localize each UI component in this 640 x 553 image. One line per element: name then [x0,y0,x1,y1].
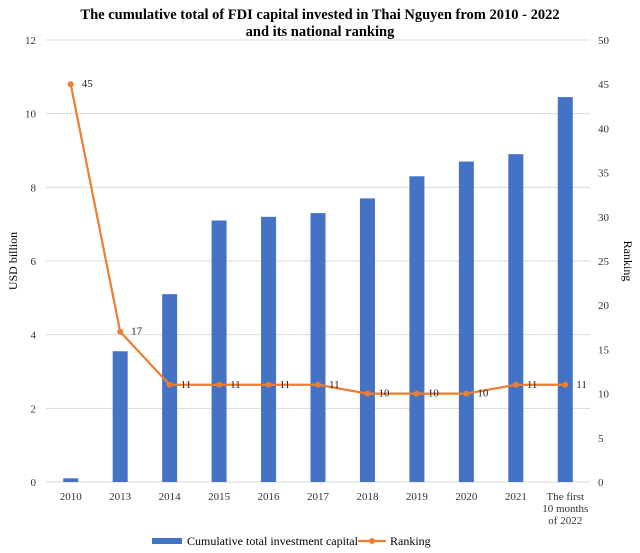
axes: 0 2 4 6 8 10 12 0 5 10 15 20 25 30 35 40 45 50 USD billion… [6,35,635,527]
x-tick-label: 2017 [307,491,330,503]
y-axis-label: USD billion [6,232,20,290]
y-tick-label: 8 [31,182,37,194]
bar [112,351,128,482]
bar [508,154,524,482]
ranking-data-label: 45 [82,78,94,90]
ranking-point [512,381,519,388]
y-tick-label: 4 [31,330,37,342]
bar [409,176,425,483]
y2-axis-label: Ranking [621,241,635,282]
y2-tick-label: 10 [598,389,610,401]
line-series: 45 17 11 11 11 11 10 10 10 11 11 [67,78,587,400]
y-tick-label: 0 [31,477,37,489]
y-tick-label: 10 [25,109,37,121]
y2-tick-label: 5 [598,433,604,445]
ranking-data-label: 11 [329,379,340,391]
legend-line-marker [369,538,375,544]
y2-tick-label: 35 [598,168,610,180]
ranking-point [562,381,569,388]
y-tick-label: 2 [31,403,37,415]
y2-tick-label: 25 [598,256,610,268]
legend: Cumulative total investment capital Ranki… [152,534,431,548]
x-tick-label: 2018 [356,491,379,503]
y2-tick-label: 45 [598,79,610,91]
ranking-point [67,81,74,88]
x-tick-label: 2016 [258,491,281,503]
y-tick-label: 12 [25,35,36,47]
gridlines [46,39,590,483]
bar [310,213,326,482]
bar [211,220,227,482]
ranking-point [216,381,223,388]
bar [162,294,178,482]
legend-bar-label: Cumulative total investment capital [187,534,359,548]
ranking-data-label: 10 [428,388,440,400]
chart-title-line-2: and its national ranking [245,24,395,40]
ranking-data-label: 17 [131,326,143,338]
y-tick-label: 6 [31,256,37,268]
ranking-data-label: 11 [280,379,291,391]
bar [557,97,573,482]
y2-tick-label: 30 [598,212,610,224]
y2-tick-label: 20 [598,300,610,312]
ranking-data-label: 11 [576,379,587,391]
ranking-point [315,381,321,388]
ranking-point [413,390,420,397]
x-tick-label: The first 10 months of 2022 [542,491,588,527]
bar [458,161,474,483]
ranking-data-label: 10 [477,388,489,400]
bar [359,198,375,482]
ranking-point [166,381,173,388]
x-tick-label: 2021 [505,491,527,503]
x-tick-label: 2019 [406,491,429,503]
legend-bar-swatch [152,538,182,544]
y2-tick-label: 0 [598,477,604,489]
ranking-data-label: 11 [230,379,241,391]
ranking-point [463,390,470,397]
ranking-point [117,328,124,335]
ranking-point [265,381,272,388]
y2-tick-label: 15 [598,344,610,356]
x-tick-label: 2014 [159,491,182,503]
bar-series [63,97,573,483]
y2-tick-label: 50 [598,35,610,47]
ranking-point [364,390,371,397]
ranking-data-label: 10 [378,388,390,400]
bar [63,478,79,482]
y2-tick-label: 40 [598,123,610,135]
x-tick-label: 2010 [60,491,83,503]
legend-line-label: Ranking [390,534,431,548]
chart-title-line-1: The cumulative total of FDI capital inve… [80,7,560,23]
bar [261,216,277,483]
x-tick-label: 2013 [109,491,132,503]
ranking-data-label: 11 [527,379,538,391]
x-tick-label: 2015 [208,491,231,503]
x-tick-label: 2020 [455,491,478,503]
ranking-data-label: 11 [181,379,192,391]
